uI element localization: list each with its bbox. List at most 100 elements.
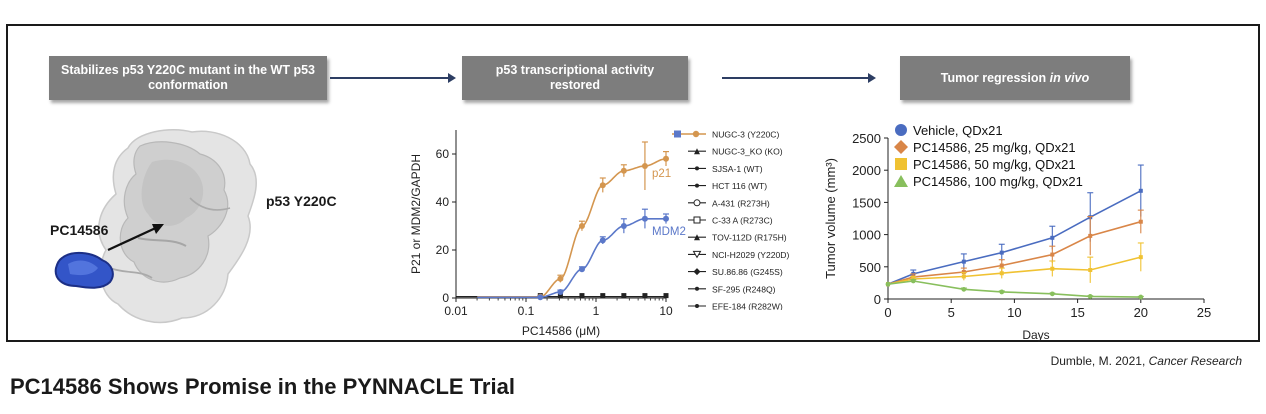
x-tick-label: 10 — [1007, 305, 1021, 320]
protein-label: p53 Y220C — [266, 193, 337, 209]
point-3 — [961, 286, 967, 292]
legend-label: HCT 116 (WT) — [712, 181, 767, 191]
legend-label: C-33 A (R273C) — [712, 216, 773, 226]
x-tick-label: 20 — [1134, 305, 1148, 320]
y-tick-label: 40 — [436, 195, 450, 209]
legend-label: SJSA-1 (WT) — [712, 164, 763, 174]
legend-marker — [695, 166, 699, 171]
step-tumor-text: Tumor regression in vivo — [940, 70, 1090, 85]
legend-label: EFE-184 (R282W) — [712, 302, 783, 311]
point-3 — [999, 289, 1005, 295]
point-3 — [885, 281, 891, 287]
point-baseline — [663, 293, 669, 299]
point-0 — [961, 259, 966, 264]
legend-label: PC14586, 50 mg/kg, QDx21 — [913, 157, 1076, 172]
point-1 — [1050, 252, 1055, 257]
x-tick-label: 5 — [948, 305, 955, 320]
point-baseline — [600, 293, 606, 299]
point-mdm2 — [599, 237, 606, 244]
series-line-1 — [887, 220, 1142, 285]
x-tick-label: 0.1 — [518, 304, 535, 318]
y-tick-label: 1000 — [852, 228, 881, 243]
point-3 — [910, 278, 916, 284]
legend-marker — [693, 216, 701, 224]
point-baseline — [557, 293, 563, 299]
y-tick-label: 0 — [442, 291, 449, 305]
point-baseline — [642, 293, 648, 299]
point-mdm2 — [620, 223, 627, 229]
point-3 — [1049, 291, 1055, 297]
series-line-mdm2 — [477, 218, 665, 299]
point-baseline — [579, 293, 585, 299]
point-2 — [1050, 266, 1055, 271]
point-mdm2 — [641, 215, 648, 222]
point-2 — [1088, 268, 1093, 273]
legend-label: NUGC-3 (Y220C) — [712, 130, 779, 140]
point-p21 — [663, 155, 669, 162]
legend-label: PC14586, 100 mg/kg, QDx21 — [913, 174, 1083, 189]
arrow-2 — [722, 73, 876, 83]
y-tick-label: 0 — [874, 292, 881, 307]
point-1 — [1088, 233, 1093, 238]
step-tumor: Tumor regression in vivo — [900, 56, 1130, 100]
x-tick-label: 15 — [1070, 305, 1084, 320]
legend-marker — [694, 148, 700, 155]
legend-label: A-431 (R273H) — [712, 198, 770, 208]
citation: Dumble, M. 2021, Cancer Research — [1050, 354, 1242, 368]
point-p21 — [578, 223, 585, 229]
point-p21 — [620, 167, 627, 174]
y-tick-label: 2500 — [852, 131, 881, 146]
legend-marker — [693, 199, 701, 207]
legend-marker-p21 — [692, 130, 700, 138]
point-mdm2 — [537, 294, 544, 301]
step-transcription: p53 transcriptional activity restored — [462, 56, 688, 100]
transcription-chart: 0 20 40 60 0.01 0.1 1 10 PC14586 (μM) P21 or MDM2… — [409, 130, 686, 338]
point-p21 — [599, 182, 606, 189]
x-tick-label: 1 — [593, 304, 600, 318]
legend-marker-25 — [894, 140, 908, 154]
x-axis-label: Days — [1022, 328, 1049, 342]
point-0 — [1138, 188, 1143, 193]
point-baseline — [621, 293, 627, 299]
step-stabilize: Stabilizes p53 Y220C mutant in the WT p5… — [49, 56, 327, 100]
x-tick-label: 10 — [659, 304, 673, 318]
x-axis-label: PC14586 (μM) — [522, 324, 600, 338]
step-transcription-text: p53 transcriptional activity restored — [495, 63, 655, 92]
legend-marker — [694, 234, 700, 241]
point-1 — [1138, 219, 1143, 224]
legend-label: Vehicle, QDx21 — [913, 123, 1003, 138]
x-tick-label: 25 — [1197, 305, 1211, 320]
legend-marker-100 — [894, 175, 908, 187]
legend-marker-vehicle — [895, 124, 907, 136]
legend-marker — [695, 304, 699, 308]
y-tick-label: 1500 — [852, 195, 881, 210]
series-line-p21 — [477, 158, 666, 298]
legend-marker-mdm2 — [674, 130, 681, 138]
point-1 — [961, 269, 966, 274]
point-3 — [1138, 294, 1144, 300]
legend-label: NCI-H2029 (Y220D) — [712, 250, 790, 260]
series-line-3 — [887, 280, 1141, 298]
y-tick-label: 500 — [859, 260, 881, 275]
legend-label: NUGC-3_KO (KO) — [712, 147, 783, 157]
x-tick-label: 0.01 — [444, 304, 468, 318]
legend-label: PC14586, 25 mg/kg, QDx21 — [913, 140, 1076, 155]
legend-marker — [695, 183, 699, 188]
point-0 — [999, 250, 1004, 255]
point-2 — [1138, 255, 1143, 260]
legend-label: TOV-112D (R175H) — [712, 233, 787, 243]
series-line-0 — [887, 190, 1142, 285]
y-tick-label: 20 — [436, 243, 450, 257]
legend-label: SF-295 (R248Q) — [712, 284, 776, 294]
point-0 — [1050, 235, 1055, 240]
y-tick-label: 2000 — [852, 163, 881, 178]
x-tick-label: 0 — [884, 305, 891, 320]
compound-label: PC14586 — [50, 222, 109, 238]
point-3 — [1087, 294, 1093, 299]
legend-marker — [693, 268, 701, 276]
y-tick-label: 60 — [436, 147, 450, 161]
cell-line-legend: NUGC-3 (Y220C) NUGC-3_KO (KO) SJSA-1 (WT) H… — [672, 130, 790, 311]
slide-title: PC14586 Shows Promise in the PYNNACLE Tr… — [10, 374, 515, 399]
step-stabilize-text: Stabilizes p53 Y220C mutant in the WT p5… — [61, 63, 315, 92]
series-label-p21: p21 — [652, 168, 671, 180]
